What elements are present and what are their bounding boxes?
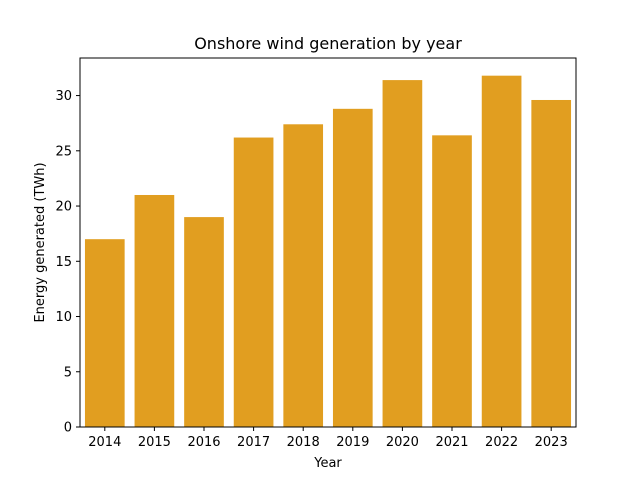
bar-2021 <box>432 135 472 427</box>
bar-2017 <box>233 137 274 427</box>
x-axis-ticks: 2014 2015 2016 2017 2018 2019 2020 2021 2022 2023 <box>88 427 568 450</box>
x-tick-label: 2016 <box>187 435 220 450</box>
y-tick-label: 0 <box>64 421 72 436</box>
bar-2019 <box>332 108 373 427</box>
x-tick-label: 2014 <box>88 435 121 450</box>
bar-2022 <box>481 75 522 428</box>
x-axis-label: Year <box>313 456 342 471</box>
x-tick-label: 2019 <box>336 435 369 450</box>
y-tick-label: 10 <box>55 310 72 325</box>
y-tick-label: 15 <box>55 255 72 270</box>
x-tick-label: 2015 <box>138 435 171 450</box>
y-tick-label: 30 <box>55 89 72 104</box>
x-tick-label: 2018 <box>287 435 320 450</box>
x-tick-label: 2021 <box>435 435 468 450</box>
y-tick-label: 25 <box>55 144 72 159</box>
x-tick-label: 2020 <box>386 435 419 450</box>
bar-2023 <box>531 99 572 428</box>
bar-2014 <box>84 239 125 427</box>
x-tick-label: 2022 <box>485 435 518 450</box>
chart-title: Onshore wind generation by year <box>194 34 462 53</box>
x-tick-label: 2017 <box>237 435 270 450</box>
y-axis-ticks: 0 5 10 15 20 25 30 <box>55 89 80 436</box>
plot-frame <box>79 57 577 428</box>
y-axis-label: Energy generated (TWh) <box>33 162 48 322</box>
x-tick-label: 2023 <box>535 435 568 450</box>
y-tick-label: 5 <box>64 365 72 380</box>
y-tick-label: 20 <box>55 200 72 215</box>
bars-group <box>84 75 572 428</box>
bar-2015 <box>134 194 175 427</box>
bar-2020 <box>382 80 423 427</box>
bar-2016 <box>184 217 224 427</box>
bar-2018 <box>283 124 324 428</box>
